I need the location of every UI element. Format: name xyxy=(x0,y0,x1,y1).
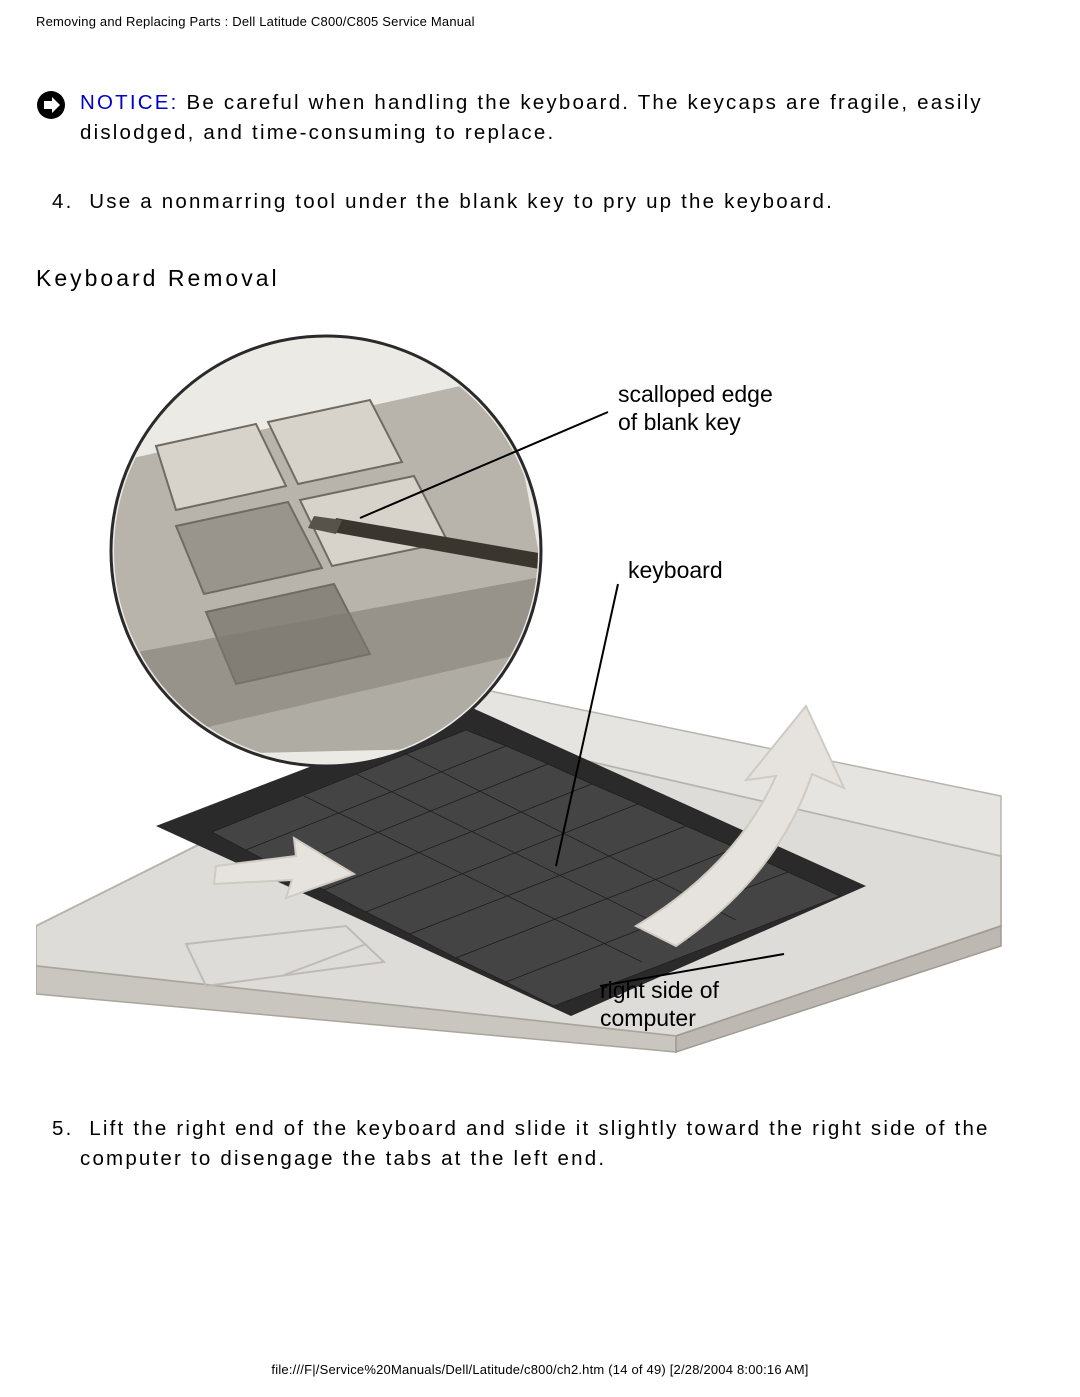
section-title: Keyboard Removal xyxy=(36,265,1044,292)
callout-rightside-line2: computer xyxy=(600,1005,696,1031)
callout-scalloped-line2: of blank key xyxy=(618,409,741,435)
notice-body: Be careful when handling the keyboard. T… xyxy=(80,91,983,144)
page-content: NOTICE: Be careful when handling the key… xyxy=(36,88,1044,1222)
step-5: 5. Lift the right end of the keyboard an… xyxy=(80,1114,1044,1173)
page-footer: file:///F|/Service%20Manuals/Dell/Latitu… xyxy=(0,1362,1080,1377)
callout-rightside-line1: right side of xyxy=(600,977,720,1003)
step-number: 4. xyxy=(52,190,74,213)
arrow-circle-icon xyxy=(36,90,66,120)
page-header: Removing and Replacing Parts : Dell Lati… xyxy=(36,14,475,29)
step-text: Use a nonmarring tool under the blank ke… xyxy=(89,190,834,213)
callout-scalloped-line1: scalloped edge xyxy=(618,381,773,407)
step-number: 5. xyxy=(52,1117,74,1140)
callout-keyboard: keyboard xyxy=(628,557,723,583)
step-text: Lift the right end of the keyboard and s… xyxy=(80,1117,990,1170)
notice-label: NOTICE: xyxy=(80,91,179,114)
step-4: 4. Use a nonmarring tool under the blank… xyxy=(80,187,1044,217)
notice-text: NOTICE: Be careful when handling the key… xyxy=(80,88,1044,147)
keyboard-removal-figure: scalloped edge of blank key keyboard rig… xyxy=(36,326,1044,1054)
notice-block: NOTICE: Be careful when handling the key… xyxy=(36,88,1044,147)
